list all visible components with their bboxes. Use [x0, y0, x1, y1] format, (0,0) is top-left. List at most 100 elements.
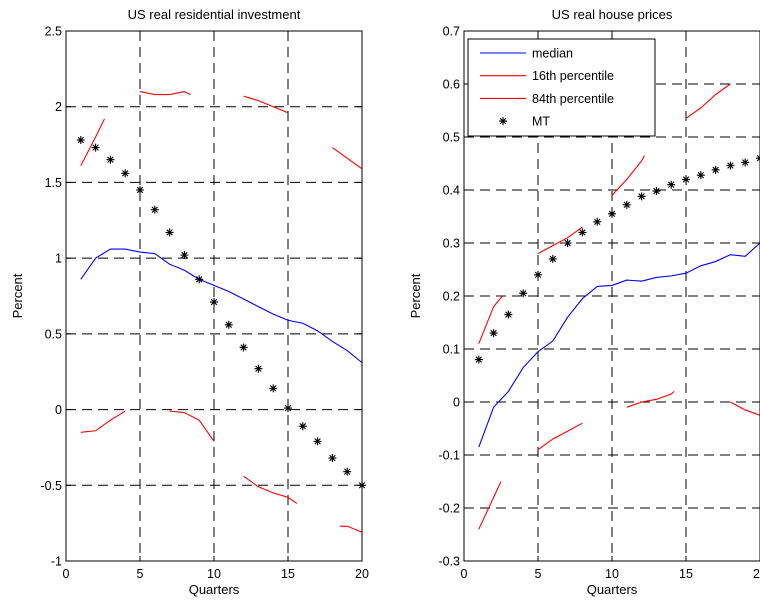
x-tick-label: 15 — [281, 567, 295, 581]
data-point-mt — [136, 186, 144, 194]
data-point-mt — [534, 270, 542, 279]
series-median-line — [478, 242, 760, 448]
series-16th-line — [139, 90, 191, 96]
series-group — [474, 83, 760, 530]
y-tick-label: 2.5 — [45, 25, 62, 39]
data-point-mt — [210, 298, 218, 307]
legend-label: 84th percentile — [532, 92, 614, 106]
data-point-mt — [180, 251, 189, 260]
y-tick-label: 1.5 — [45, 176, 62, 190]
data-point-mt — [91, 143, 100, 152]
y-tick-label: -0.5 — [40, 479, 62, 493]
series-16th-percentile-line — [685, 83, 731, 119]
data-point-mt — [741, 158, 750, 167]
data-point-mt — [269, 384, 278, 393]
chart-title: US real residential investment — [128, 7, 301, 22]
series-16th-line — [243, 95, 289, 114]
data-point-mt — [696, 171, 705, 180]
tick-marks — [463, 30, 760, 562]
y-tick-label: 0 — [55, 403, 62, 417]
y-axis-label: Percent — [408, 273, 423, 318]
x-tick-label: 10 — [605, 567, 619, 581]
data-point-mt — [343, 467, 352, 476]
data-point-mt — [254, 364, 263, 373]
x-tick-label: 5 — [137, 567, 144, 581]
data-point-mt — [195, 275, 204, 284]
y-tick-label: 0.3 — [443, 237, 460, 251]
series-mt — [474, 154, 760, 364]
data-point-mt — [578, 228, 587, 237]
x-axis-label: Quarters — [189, 582, 240, 597]
data-point-mt — [593, 217, 602, 226]
y-tick-label: 1 — [55, 252, 62, 266]
series-84th-percentile-line — [626, 390, 675, 408]
data-point-mt — [667, 180, 676, 189]
series-84th-line — [339, 525, 363, 533]
legend-label: 16th percentile — [532, 69, 614, 83]
data-point-mt — [224, 320, 233, 329]
data-point-mt — [328, 454, 337, 463]
y-tick-label: -1 — [51, 555, 62, 569]
data-point-mt — [726, 161, 735, 170]
series-84th-percentile-line — [478, 481, 502, 530]
series-84th-line — [169, 410, 215, 442]
x-tick-label: 15 — [679, 567, 693, 581]
data-point-mt — [76, 136, 85, 145]
data-point-mt — [652, 187, 661, 196]
y-tick-label: 0.5 — [45, 327, 62, 341]
data-point-mt — [548, 254, 557, 263]
data-point-mt — [489, 329, 498, 338]
series-84th-percentile-line — [730, 401, 760, 416]
data-point-mt — [284, 404, 292, 413]
x-tick-label: 0 — [63, 567, 70, 581]
series-group — [76, 90, 366, 533]
legend-marker-mt — [499, 117, 507, 126]
x-tick-label: 5 — [535, 567, 542, 581]
series-16th-percentile-line — [478, 295, 503, 344]
x-tick-label: 20 — [753, 567, 760, 581]
x-tick-label: 10 — [207, 567, 221, 581]
data-point-mt — [298, 422, 307, 431]
x-tick-label: 20 — [355, 567, 369, 581]
x-axis-label: Quarters — [587, 582, 638, 597]
data-point-mt — [474, 355, 483, 364]
data-point-mt — [682, 175, 690, 184]
grid — [66, 31, 362, 561]
data-point-mt — [563, 239, 572, 247]
legend-label: median — [532, 47, 573, 61]
chart-title: US real house prices — [552, 7, 673, 22]
y-tick-label: -0.3 — [438, 555, 460, 569]
y-tick-label: 0.1 — [443, 343, 460, 357]
x-tick-label: 0 — [461, 567, 468, 581]
series-84th-percentile-line — [537, 422, 583, 451]
data-point-mt — [519, 289, 528, 298]
y-tick-label: 2 — [55, 100, 62, 114]
data-point-mt — [239, 343, 248, 352]
series-16th-percentile-line — [611, 155, 646, 196]
legend: median 16th percentile 84th percentile MT — [467, 38, 656, 137]
y-tick-label: 0.6 — [443, 78, 460, 92]
series-84th-line — [243, 475, 298, 504]
data-point-mt — [608, 209, 616, 218]
series-16th-line — [332, 147, 363, 170]
data-point-mt — [106, 155, 115, 164]
chart-2: 0 5 10 15 20 -0.3 -0.2 -0.1 0 0.1 0.2 0.3 0.4 0.5 0.6 0… — [408, 7, 760, 597]
series-16th-percentile-line — [537, 226, 583, 255]
legend-box — [467, 38, 656, 137]
y-tick-label: 0.7 — [443, 25, 460, 39]
y-tick-label: 0.2 — [443, 290, 460, 304]
data-point-mt — [711, 165, 720, 174]
series-median-line — [80, 248, 363, 364]
y-tick-label: 0.5 — [443, 131, 460, 145]
data-point-mt — [165, 228, 174, 237]
data-point-mt — [637, 192, 646, 201]
data-point-mt — [622, 200, 631, 209]
y-axis-label: Percent — [10, 273, 25, 318]
legend-label: MT — [532, 115, 550, 129]
y-tick-label: 0.4 — [443, 184, 460, 198]
y-tick-label: 0 — [453, 396, 460, 410]
tick-marks — [65, 30, 363, 562]
data-point-mt — [150, 205, 159, 214]
y-tick-label: -0.1 — [438, 449, 460, 463]
